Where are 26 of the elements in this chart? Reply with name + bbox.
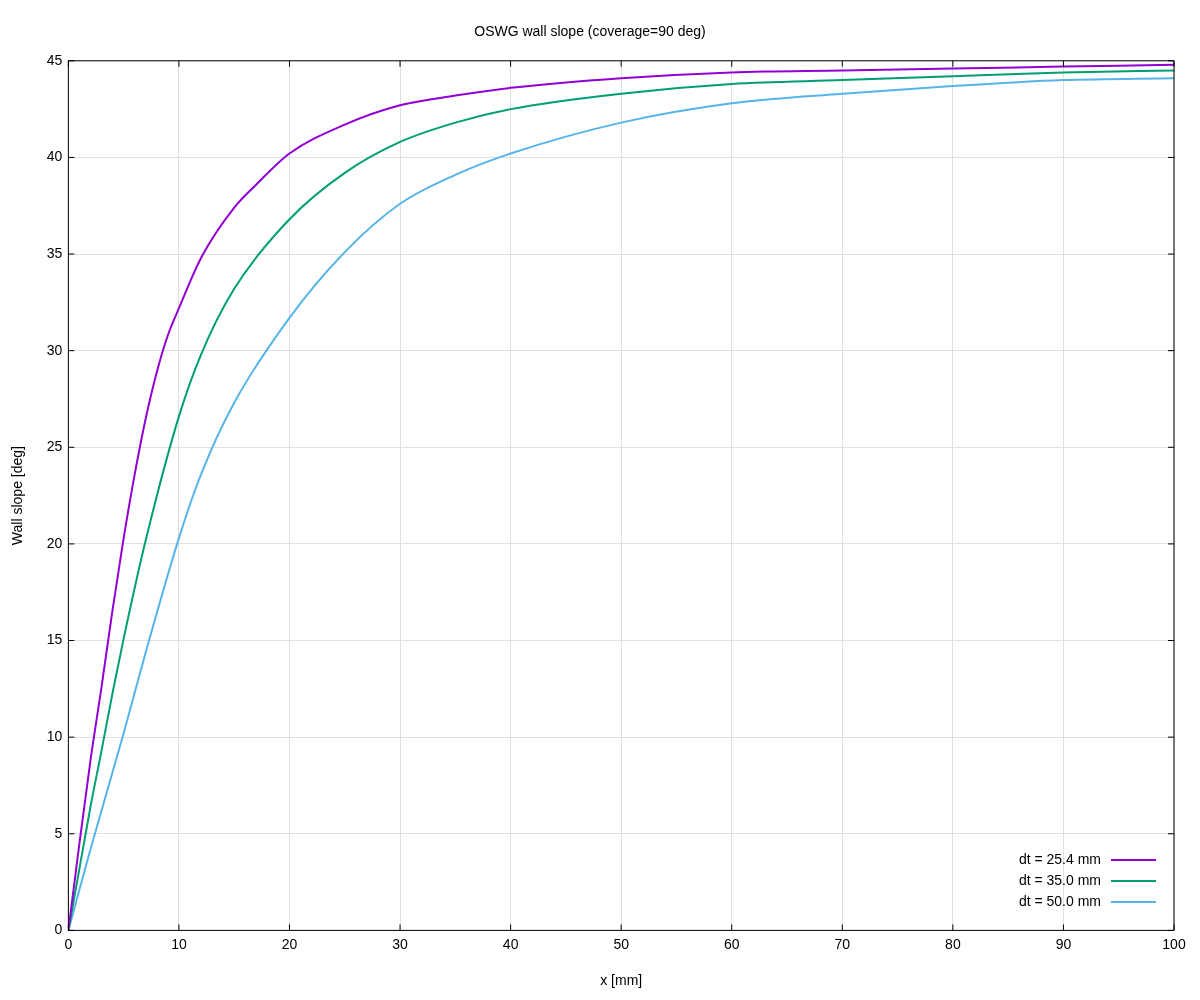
x-tick-label: 50 <box>613 935 630 952</box>
y-tick-label: 5 <box>54 824 63 841</box>
x-tick-label: 60 <box>723 935 740 952</box>
x-tick-label: 70 <box>834 935 851 952</box>
x-tick-label: 90 <box>1055 935 1072 952</box>
y-tick-label: 10 <box>46 728 63 745</box>
y-tick-label: 45 <box>46 51 63 68</box>
y-tick-label: 25 <box>46 438 63 455</box>
y-tick-label: 0 <box>54 921 63 938</box>
x-tick-label: 20 <box>281 935 298 952</box>
chart-title: OSWG wall slope (coverage=90 deg) <box>474 23 706 40</box>
y-tick-label: 20 <box>46 534 63 551</box>
x-tick-label: 80 <box>945 935 961 952</box>
legend-label: dt = 25.4 mm <box>1018 850 1101 867</box>
x-axis-title: x [mm] <box>600 972 643 989</box>
x-tick-label: 100 <box>1162 935 1186 952</box>
y-axis-title: Wall slope [deg] <box>9 446 26 546</box>
y-tick-label: 35 <box>46 244 63 261</box>
legend-label: dt = 50.0 mm <box>1018 892 1101 909</box>
y-tick-label: 30 <box>46 341 63 358</box>
y-tick-label: 40 <box>46 148 63 165</box>
x-tick-label: 10 <box>171 935 187 952</box>
legend-label: dt = 35.0 mm <box>1018 871 1101 888</box>
x-tick-label: 40 <box>502 935 519 952</box>
y-tick-label: 15 <box>46 631 63 648</box>
x-tick-label: 30 <box>392 935 409 952</box>
